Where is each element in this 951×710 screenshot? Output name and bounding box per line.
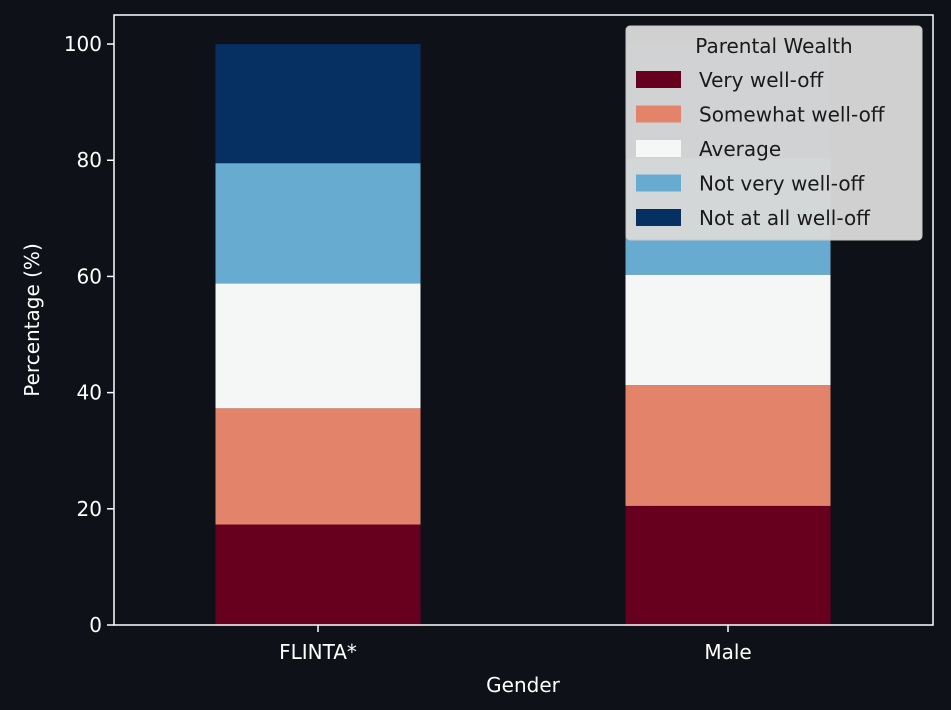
legend-swatch bbox=[636, 209, 681, 226]
y-tick-label: 100 bbox=[64, 32, 102, 56]
x-axis-label: Gender bbox=[486, 673, 560, 697]
legend-swatch bbox=[636, 71, 681, 88]
bar-male-average bbox=[625, 274, 831, 386]
legend-label: Somewhat well-off bbox=[699, 103, 886, 127]
legend-box bbox=[625, 25, 923, 241]
legend-swatch bbox=[636, 174, 681, 192]
bar-flinta--not-very-well-off bbox=[215, 163, 421, 284]
x-tick-label: Male bbox=[704, 640, 751, 664]
bar-flinta--not-at-all-well-off bbox=[215, 44, 421, 164]
plot-frame bbox=[113, 14, 934, 626]
y-axis: 0 20 40 60 80 100 bbox=[64, 32, 114, 637]
y-tick-label: 20 bbox=[77, 497, 102, 521]
legend-swatch bbox=[636, 105, 681, 123]
legend: Parental Wealth Very well-off Somewhat we… bbox=[625, 25, 923, 241]
y-axis-label: Percentage (%) bbox=[20, 243, 44, 396]
bar-flinta--average bbox=[215, 283, 421, 409]
bar-male-somewhat-well-off bbox=[625, 385, 831, 506]
legend-title: Parental Wealth bbox=[695, 34, 852, 58]
legend-items: Very well-off Somewhat well-off Average Not… bbox=[636, 68, 886, 230]
legend-label: Not very well-off bbox=[699, 172, 866, 196]
y-tick-label: 60 bbox=[77, 264, 102, 288]
y-tick-label: 0 bbox=[89, 613, 102, 637]
legend-label: Very well-off bbox=[699, 68, 824, 92]
y-tick-label: 40 bbox=[77, 381, 102, 405]
y-tick-label: 80 bbox=[77, 148, 102, 172]
bar-flinta--somewhat-well-off bbox=[215, 408, 421, 525]
legend-swatch bbox=[636, 140, 681, 157]
legend-label: Average bbox=[699, 137, 781, 161]
bar-male-very-well-off bbox=[625, 505, 831, 625]
bar-flinta--very-well-off bbox=[215, 524, 421, 625]
legend-label: Not at all well-off bbox=[699, 206, 871, 230]
x-tick-label: FLINTA* bbox=[279, 640, 357, 664]
x-axis: FLINTA* Male bbox=[279, 625, 752, 664]
